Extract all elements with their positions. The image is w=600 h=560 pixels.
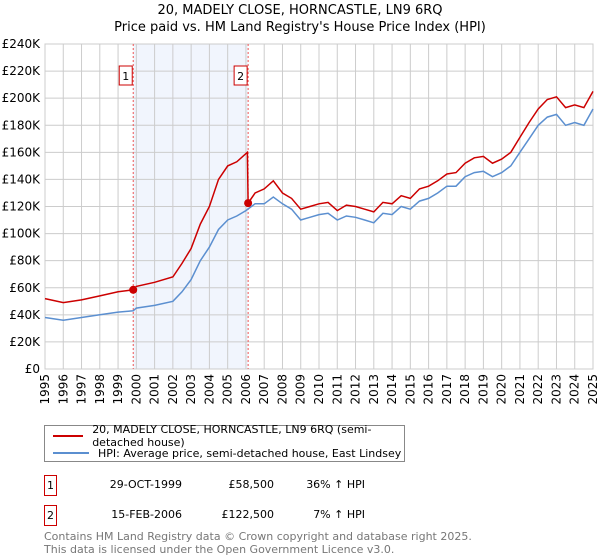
x-tick-label: 1998 <box>93 374 107 405</box>
sale-point <box>244 199 253 208</box>
x-tick-label: 2012 <box>349 374 363 405</box>
transaction-hpi: 7% ↑ HPI <box>313 508 365 521</box>
transaction-date: 15-FEB-2006 <box>111 508 182 521</box>
y-tick-label: £120K <box>2 200 42 214</box>
y-tick-label: £60K <box>9 281 41 295</box>
x-tick-label: 2011 <box>330 374 344 405</box>
property-price-line <box>44 91 594 304</box>
x-tick-label: 2015 <box>403 374 417 405</box>
y-tick-label: £20K <box>9 335 41 349</box>
transaction-marker: 1 <box>44 475 57 496</box>
y-tick-label: £40K <box>9 308 41 322</box>
sale-label: 2 <box>237 70 244 83</box>
transaction-price: £122,500 <box>221 508 275 521</box>
x-tick-label: 2003 <box>184 374 198 405</box>
sale-label-box <box>118 65 133 86</box>
x-tick-label: 2019 <box>476 374 490 405</box>
sale-label-box <box>233 65 248 86</box>
x-tick-label: 2008 <box>275 374 289 405</box>
legend-label: HPI: Average price, semi-detached house,… <box>98 446 402 460</box>
footer-copyright: Contains HM Land Registry data © Crown c… <box>44 530 472 543</box>
x-tick-label: 2014 <box>385 374 399 405</box>
chart-subtitle: Price paid vs. HM Land Registry's House … <box>114 20 486 35</box>
x-tick-label: 2000 <box>129 374 143 405</box>
x-tick-label: 2007 <box>257 374 271 405</box>
footer-licence: This data is licensed under the Open Gov… <box>44 543 395 556</box>
x-tick-label: 1996 <box>56 374 70 405</box>
x-tick-label: 2005 <box>221 374 235 405</box>
x-tick-label: 2004 <box>202 374 216 405</box>
legend-swatch-red <box>53 435 84 437</box>
transaction-marker: 2 <box>44 505 57 526</box>
x-tick-label: 2010 <box>312 374 326 405</box>
y-tick-label: £80K <box>9 254 41 268</box>
legend-label: 20, MADELY CLOSE, HORNCASTLE, LN9 6RQ (s… <box>92 423 372 449</box>
x-tick-label: 2006 <box>239 374 253 405</box>
x-tick-label: 2022 <box>531 374 545 405</box>
x-tick-label: 2025 <box>586 374 600 405</box>
transaction-date: 29-OCT-1999 <box>109 478 182 491</box>
y-tick-label: £200K <box>2 91 42 105</box>
hpi-line <box>44 108 594 322</box>
y-tick-label: £220K <box>2 64 42 78</box>
y-tick-label: £240K <box>2 37 42 51</box>
y-tick-label: £180K <box>2 118 42 132</box>
x-tick-label: 2013 <box>367 374 381 405</box>
chart-svg: £0 £20K £40K £60K £80K £100K £120K £140K £160K £1… <box>2 37 600 405</box>
sale-point <box>129 285 138 294</box>
y-tick-label: £0 <box>25 362 40 376</box>
y-tick-label: £100K <box>2 227 42 241</box>
x-tick-label: 2017 <box>440 374 454 405</box>
legend-item-property: 20, MADELY CLOSE, HORNCASTLE, LN9 6RQ (s… <box>53 423 404 449</box>
x-tick-label: 1997 <box>75 374 89 405</box>
x-tick-label: 2020 <box>495 374 509 405</box>
chart-title: 20, MADELY CLOSE, HORNCASTLE, LN9 6RQ <box>157 3 443 18</box>
y-tick-label: £160K <box>2 145 42 159</box>
y-tick-label: £140K <box>2 172 42 186</box>
transaction-hpi: 36% ↑ HPI <box>306 478 365 491</box>
legend-swatch-blue <box>53 452 89 454</box>
transaction-price: £58,500 <box>228 478 275 491</box>
x-tick-label: 2016 <box>422 374 436 405</box>
x-tick-label: 2023 <box>549 374 563 405</box>
x-tick-label: 1999 <box>111 374 125 405</box>
legend: 20, MADELY CLOSE, HORNCASTLE, LN9 6RQ (s… <box>44 423 405 462</box>
x-tick-label: 1995 <box>38 374 52 405</box>
x-tick-label: 2002 <box>166 374 180 405</box>
legend-item-hpi: HPI: Average price, semi-detached house,… <box>53 445 401 461</box>
x-tick-label: 2024 <box>568 374 582 405</box>
sale-label: 1 <box>122 70 129 83</box>
x-tick-label: 2009 <box>294 374 308 405</box>
x-tick-label: 2021 <box>513 374 527 405</box>
x-tick-label: 2018 <box>458 374 472 405</box>
x-tick-label: 2001 <box>148 374 162 405</box>
